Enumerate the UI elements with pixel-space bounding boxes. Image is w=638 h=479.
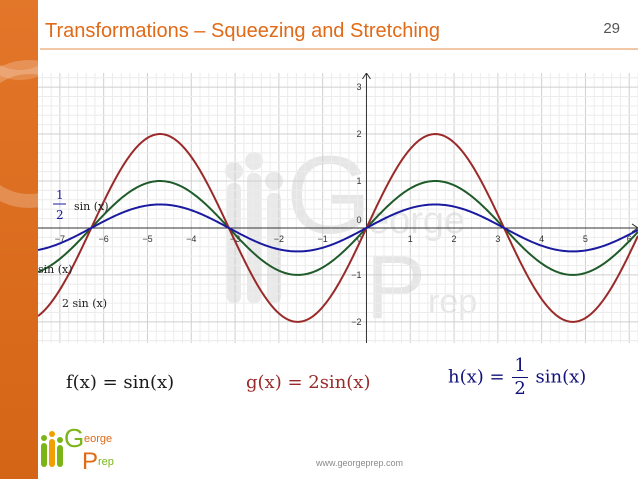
chart-grid bbox=[38, 73, 638, 343]
curve-series-3 bbox=[38, 203, 638, 253]
y-axis-arrow bbox=[362, 73, 371, 80]
left-accent-band bbox=[0, 0, 98, 479]
x-tick-label: 3 bbox=[495, 234, 500, 244]
logo-dot-1 bbox=[41, 435, 47, 441]
y-tick-label: −2 bbox=[351, 317, 361, 327]
logo-bar-3 bbox=[57, 445, 63, 467]
logo-eorge: eorge bbox=[84, 433, 112, 445]
y-tick-label: −1 bbox=[351, 270, 361, 280]
label-h-denominator: 2 bbox=[56, 208, 64, 222]
chart-axes bbox=[38, 73, 638, 343]
slide-title: Transformations – Squeezing and Stretchi… bbox=[45, 20, 441, 42]
equation-h-fraction: 1 2 bbox=[512, 355, 528, 400]
equation-h-right: sin(x) bbox=[535, 366, 587, 388]
equation-h-numerator: 1 bbox=[512, 355, 528, 378]
logo-dot-3 bbox=[57, 437, 63, 443]
x-tick-label: −7 bbox=[55, 234, 65, 244]
y-tick-label: 3 bbox=[356, 82, 361, 92]
band-swirl-decoration-top bbox=[0, 0, 70, 80]
logo-bar-2 bbox=[49, 439, 55, 467]
x-tick-label: 0 bbox=[357, 234, 362, 244]
chart-curves bbox=[38, 133, 638, 323]
george-prep-logo: G eorge P rep bbox=[41, 423, 114, 472]
watermark-big-p: P bbox=[366, 238, 426, 338]
sine-transformations-chart: G eorge P rep −7 −6 −5 −4 −3 −2 −1 0 1 2 3 4 5 6−2−11… bbox=[38, 73, 638, 343]
x-tick-label: −2 bbox=[274, 234, 284, 244]
x-tick-label: 6 bbox=[627, 234, 632, 244]
label-h-sin: sin (x) bbox=[74, 200, 109, 213]
title-rule bbox=[40, 48, 638, 50]
logo-rep: rep bbox=[98, 456, 114, 468]
equation-h-left: h(x) = bbox=[448, 366, 505, 388]
chart-curve-labels: 1 2 sin (x) sin (x) 2 sin (x) bbox=[38, 188, 109, 310]
logo-g: G bbox=[64, 423, 84, 453]
slide-number: 29 bbox=[603, 20, 620, 37]
x-tick-label: −4 bbox=[186, 234, 196, 244]
watermark-bar-1 bbox=[227, 183, 241, 303]
equation-h-denominator: 2 bbox=[514, 378, 526, 399]
label-h-numerator: 1 bbox=[56, 188, 64, 202]
x-tick-label: −6 bbox=[99, 234, 109, 244]
label-g: 2 sin (x) bbox=[62, 297, 107, 310]
curve-series-2 bbox=[38, 133, 638, 323]
curve-series-1 bbox=[38, 179, 638, 276]
x-tick-label: −1 bbox=[318, 234, 328, 244]
label-f: sin (x) bbox=[38, 263, 73, 276]
x-tick-label: 1 bbox=[408, 234, 413, 244]
x-tick-label: 4 bbox=[539, 234, 544, 244]
footer-url: www.georgeprep.com bbox=[316, 458, 404, 468]
logo-dot-2 bbox=[49, 431, 55, 437]
logo-bar-1 bbox=[41, 443, 47, 467]
equation-h: h(x) = 1 2 sin(x) bbox=[448, 355, 586, 400]
y-tick-label: 1 bbox=[356, 176, 361, 186]
equation-f: f(x) = sin(x) bbox=[66, 372, 175, 393]
x-tick-label: 2 bbox=[452, 234, 457, 244]
equation-g: g(x) = 2sin(x) bbox=[246, 372, 371, 393]
y-tick-label-zero: 0 bbox=[356, 215, 361, 225]
x-tick-label: 5 bbox=[583, 234, 588, 244]
logo-p: P bbox=[82, 448, 98, 472]
watermark-rep: rep bbox=[428, 283, 477, 321]
watermark-dot-1 bbox=[225, 162, 243, 180]
watermark-dot-2 bbox=[245, 152, 263, 170]
y-tick-label: 2 bbox=[356, 129, 361, 139]
x-tick-label: −5 bbox=[142, 234, 152, 244]
x-axis-arrow bbox=[631, 223, 638, 233]
